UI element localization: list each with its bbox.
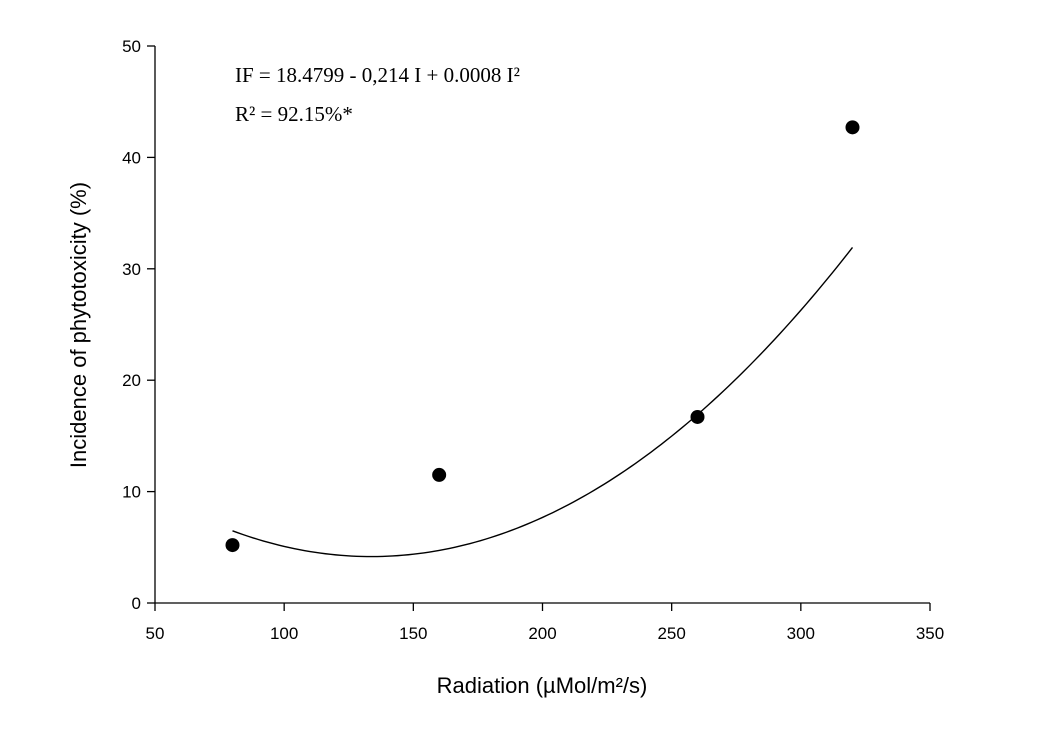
y-tick-label: 10 xyxy=(122,483,141,502)
y-tick-label: 20 xyxy=(122,371,141,390)
x-tick-label: 200 xyxy=(528,624,556,643)
y-tick-label: 50 xyxy=(122,37,141,56)
data-point xyxy=(690,409,705,424)
x-axis-title: Radiation (µMol/m²/s) xyxy=(437,673,648,698)
data-point xyxy=(432,467,447,482)
y-tick-label: 40 xyxy=(122,148,141,167)
x-tick-label: 50 xyxy=(146,624,165,643)
data-point xyxy=(845,120,860,135)
data-points xyxy=(225,120,860,553)
data-point xyxy=(225,538,240,553)
equation-annotation: IF = 18.4799 - 0,214 I + 0.0008 I² xyxy=(235,63,520,87)
r-squared-annotation: R² = 92.15%* xyxy=(235,102,353,126)
x-tick-label: 250 xyxy=(657,624,685,643)
y-tick-label: 0 xyxy=(132,594,141,613)
fit-curve xyxy=(232,246,854,558)
x-tick-label: 350 xyxy=(916,624,944,643)
y-ticks: 0 10 20 30 40 50 xyxy=(122,37,155,613)
y-axis-title: Incidence of phytotoxicity (%) xyxy=(66,182,91,468)
x-ticks: 50 100 150 200 250 300 350 xyxy=(146,603,944,643)
y-tick-label: 30 xyxy=(122,260,141,279)
x-tick-label: 300 xyxy=(787,624,815,643)
axes xyxy=(154,46,930,604)
x-tick-label: 150 xyxy=(399,624,427,643)
x-tick-label: 100 xyxy=(270,624,298,643)
